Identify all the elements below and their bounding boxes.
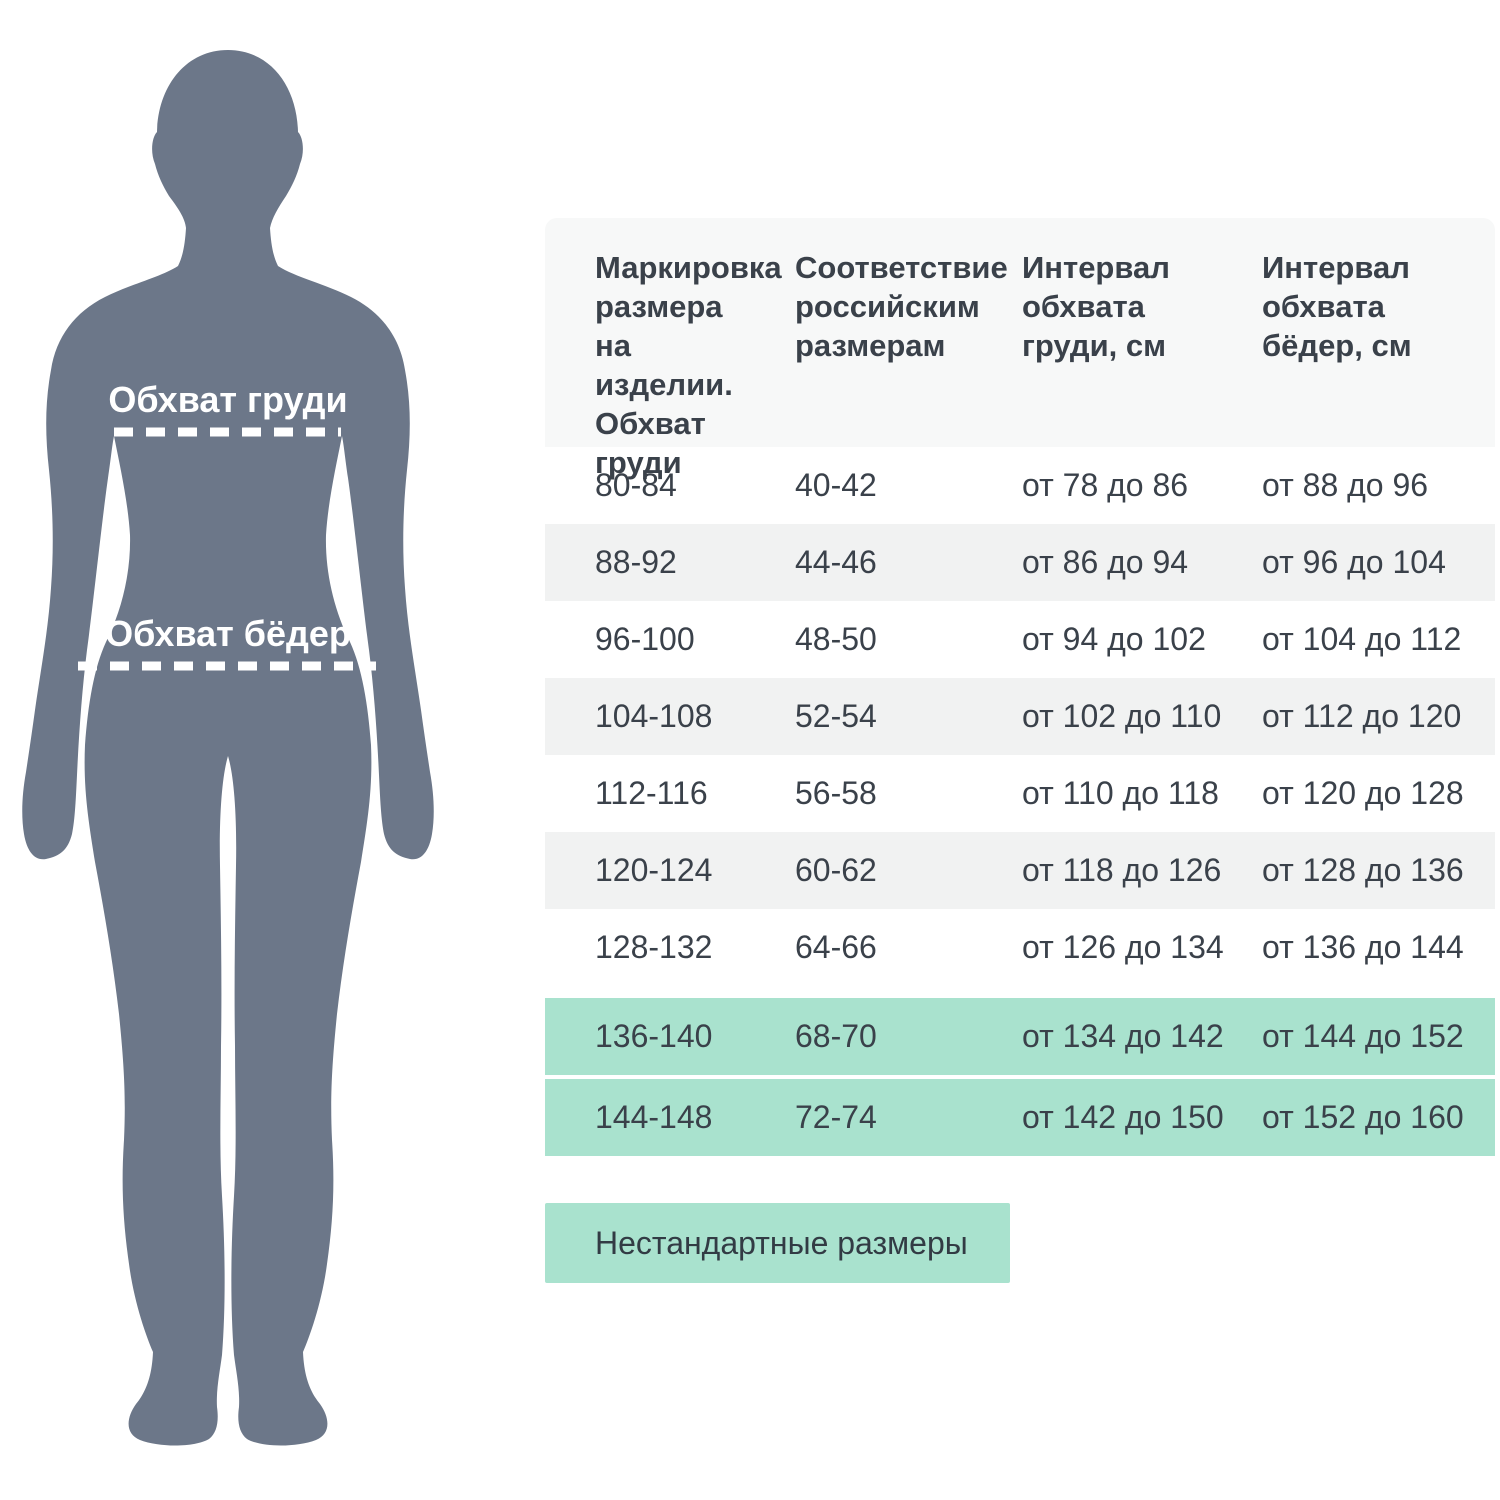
cell-marking: 120-124: [595, 852, 713, 888]
table-row: 144-148 72-74 от 142 до 150 от 152 до 160: [545, 1079, 1495, 1156]
header-russian-sizes: Соответствие российским размерам: [795, 250, 1008, 363]
cell-hips: от 120 до 128: [1262, 775, 1464, 811]
cell-marking: 128-132: [595, 929, 713, 965]
cell-marking: 96-100: [595, 621, 695, 657]
table-body: 80-84 40-42 от 78 до 86 от 88 до 96 88-92 44-…: [545, 447, 1495, 1156]
table-row: 96-100 48-50 от 94 до 102 от 104 до 112: [545, 601, 1495, 678]
cell-russian: 60-62: [795, 852, 877, 888]
table-row: 120-124 60-62 от 118 до 126 от 128 до 136: [545, 832, 1495, 909]
table-row: 104-108 52-54 от 102 до 110 от 112 до 120: [545, 678, 1495, 755]
cell-russian: 68-70: [795, 1018, 877, 1054]
cell-marking: 112-116: [595, 775, 708, 811]
cell-russian: 72-74: [795, 1099, 877, 1135]
chest-measure-label: Обхват груди: [108, 379, 347, 420]
cell-hips: от 96 до 104: [1262, 544, 1446, 580]
cell-russian: 40-42: [795, 467, 877, 503]
cell-marking: 80-84: [595, 467, 677, 503]
cell-chest: от 134 до 142: [1022, 1018, 1224, 1054]
cell-hips: от 144 до 152: [1262, 1018, 1464, 1054]
legend-label: Нестандартные размеры: [595, 1224, 968, 1261]
cell-russian: 48-50: [795, 621, 877, 657]
header-size-marking: Маркировка размера на изделии. Обхват гр…: [595, 250, 782, 480]
cell-chest: от 118 до 126: [1022, 852, 1222, 888]
cell-chest: от 78 до 86: [1022, 467, 1189, 503]
table-row: 112-116 56-58 от 110 до 118 от 120 до 128: [545, 755, 1495, 832]
cell-chest: от 94 до 102: [1022, 621, 1206, 657]
table-row: 80-84 40-42 от 78 до 86 от 88 до 96: [545, 447, 1495, 524]
cell-chest: от 110 до 118: [1022, 775, 1219, 811]
cell-russian: 44-46: [795, 544, 877, 580]
cell-chest: от 142 до 150: [1022, 1099, 1224, 1135]
cell-hips: от 112 до 120: [1262, 698, 1462, 734]
silhouette-svg: Обхват груди Обхват бёдер: [22, 50, 434, 1446]
cell-marking: 144-148: [595, 1099, 713, 1135]
table-header: Маркировка размера на изделии. Обхват гр…: [545, 218, 1495, 480]
cell-hips: от 128 до 136: [1262, 852, 1464, 888]
cell-russian: 52-54: [795, 698, 877, 734]
cell-marking: 136-140: [595, 1018, 713, 1054]
cell-hips: от 104 до 112: [1262, 621, 1462, 657]
cell-chest: от 126 до 134: [1022, 929, 1224, 965]
cell-russian: 56-58: [795, 775, 877, 811]
silhouette-shape: [22, 50, 434, 1446]
cell-hips: от 136 до 144: [1262, 929, 1464, 965]
size-table: Маркировка размера на изделии. Обхват гр…: [545, 218, 1495, 1283]
header-hips-interval: Интервал обхвата бёдер, см: [1262, 250, 1412, 363]
hips-measure-label: Обхват бёдер: [105, 613, 351, 654]
header-chest-interval: Интервал обхвата груди, см: [1022, 250, 1170, 363]
cell-chest: от 86 до 94: [1022, 544, 1189, 580]
legend-nonstandard-sizes: Нестандартные размеры: [545, 1203, 1010, 1283]
cell-hips: от 152 до 160: [1262, 1099, 1464, 1135]
table-row: 88-92 44-46 от 86 до 94 от 96 до 104: [545, 524, 1495, 601]
body-silhouette: Обхват груди Обхват бёдер: [0, 0, 470, 1500]
cell-chest: от 102 до 110: [1022, 698, 1222, 734]
table-row: 136-140 68-70 от 134 до 142 от 144 до 152: [545, 998, 1495, 1075]
table-row: 128-132 64-66 от 126 до 134 от 136 до 144: [545, 909, 1495, 986]
cell-russian: 64-66: [795, 929, 877, 965]
cell-marking: 104-108: [595, 698, 713, 734]
cell-marking: 88-92: [595, 544, 677, 580]
cell-hips: от 88 до 96: [1262, 467, 1429, 503]
